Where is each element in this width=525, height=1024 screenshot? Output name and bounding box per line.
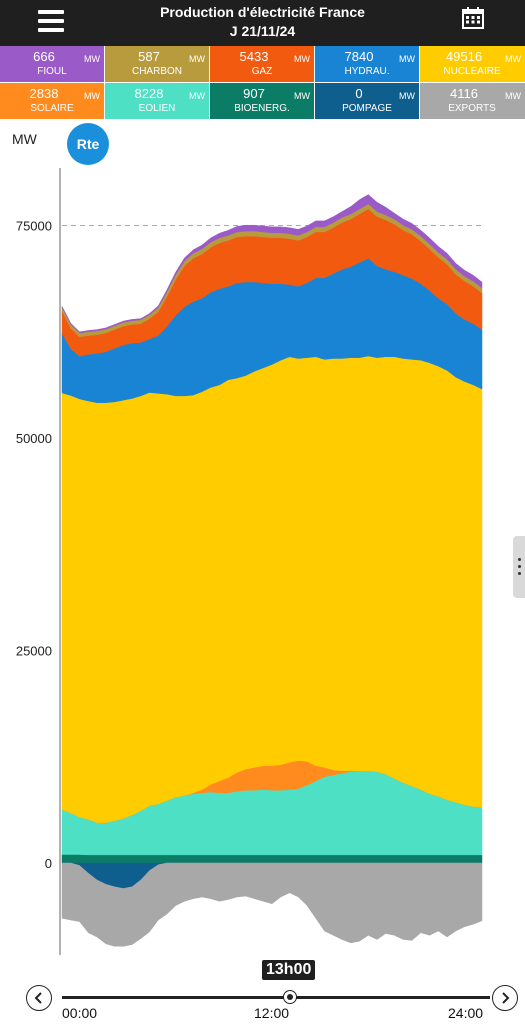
y-axis-ticks: 0 25000 50000 75000 [16, 219, 52, 872]
tile-label: BIOENERG. [234, 103, 290, 114]
tile-label: POMPAGE [342, 103, 392, 114]
timeline-mid-label: 12:00 [254, 1005, 290, 1021]
tile-unit: MW [84, 54, 100, 64]
rte-logo-text: Rte [77, 136, 100, 152]
y-tick-label: 75000 [16, 219, 52, 234]
tile-label: NUCLEAIRE [443, 66, 501, 77]
tile-nucleaire[interactable]: 49516 MW NUCLEAIRE [420, 46, 525, 82]
tile-label: EXPORTS [448, 103, 496, 114]
tile-exports[interactable]: 4116 MW EXPORTS [420, 83, 525, 119]
tile-label: EOLIEN [138, 103, 176, 114]
top-bar: Production d'électricité France J 21/11/… [0, 0, 525, 46]
chart-areas [61, 194, 483, 947]
tile-value: 0 [355, 86, 363, 101]
side-drawer-handle[interactable] [513, 536, 525, 598]
timeline-end-label: 24:00 [448, 1005, 484, 1021]
tile-label: HYDRAU. [344, 66, 390, 77]
tile-value: 587 [138, 49, 160, 64]
tile-value: 49516 [445, 49, 483, 64]
tile-value: 7840 [344, 49, 374, 64]
tile-label: SOLAIRE [30, 103, 74, 114]
tile-unit: MW [294, 54, 310, 64]
tile-unit: MW [399, 54, 415, 64]
tile-unit: MW [505, 91, 521, 101]
area-series-fioul [61, 194, 483, 334]
prev-day-button[interactable] [26, 985, 52, 1011]
rte-logo: Rte [67, 123, 109, 165]
tile-fioul[interactable]: 666 MW FIOUL [0, 46, 104, 82]
tile-pompage[interactable]: 0 MW POMPAGE [315, 83, 419, 119]
tile-eolien[interactable]: 8228 MW EOLIEN [105, 83, 209, 119]
area-series-bioenerg [61, 854, 483, 864]
area-series-exports [61, 862, 483, 947]
tile-unit: MW [189, 91, 205, 101]
y-tick-label: 50000 [16, 431, 52, 446]
tile-charbon[interactable]: 587 MW CHARBON [105, 46, 209, 82]
tile-value: 907 [243, 86, 265, 101]
timeline-bar: 13h00 00:00 12:00 24:00 [0, 955, 525, 1024]
header-title-block: Production d'électricité France J 21/11/… [110, 3, 415, 41]
rte-logo-circle [67, 123, 109, 165]
timeline-start-label: 00:00 [62, 1005, 98, 1021]
y-axis-label: MW [12, 131, 38, 147]
calendar-icon[interactable] [462, 7, 484, 29]
tile-unit: MW [189, 54, 205, 64]
tile-label: GAZ [251, 66, 273, 77]
tile-unit: MW [505, 54, 521, 64]
production-tiles: 666 MW FIOUL 587 MW CHARBON 5433 MW GAZ 7840 MW HYD… [0, 46, 525, 120]
tile-value: 5433 [239, 49, 269, 64]
current-time-badge: 13h00 [262, 960, 316, 980]
timeline-slider-knob[interactable] [283, 990, 297, 1004]
tile-value: 666 [33, 49, 55, 64]
hamburger-menu-icon[interactable] [38, 10, 64, 32]
chevron-right-icon [502, 992, 510, 1004]
tile-unit: MW [399, 91, 415, 101]
tile-solaire[interactable]: 2838 MW SOLAIRE [0, 83, 104, 119]
tile-label: FIOUL [37, 66, 67, 77]
y-tick-label: 0 [45, 856, 52, 871]
page-date: J 21/11/24 [229, 23, 296, 39]
tile-label: CHARBON [131, 66, 182, 77]
page-title: Production d'électricité France [160, 4, 365, 20]
tile-value: 2838 [29, 86, 59, 101]
production-chart: MW 0 25000 50000 75000 Rte [12, 123, 483, 955]
tile-value: 4116 [450, 86, 478, 101]
next-day-button[interactable] [492, 985, 518, 1011]
tile-bioenerg[interactable]: 907 MW BIOENERG. [210, 83, 314, 119]
tile-value: 8228 [134, 86, 164, 101]
chevron-left-icon [34, 992, 42, 1004]
tile-gaz[interactable]: 5433 MW GAZ [210, 46, 314, 82]
area-series-nucleaire [61, 355, 483, 823]
timeline-track[interactable] [62, 996, 490, 999]
tile-hydrau[interactable]: 7840 MW HYDRAU. [315, 46, 419, 82]
tile-unit: MW [294, 91, 310, 101]
tile-unit: MW [84, 91, 100, 101]
y-tick-label: 25000 [16, 644, 52, 659]
